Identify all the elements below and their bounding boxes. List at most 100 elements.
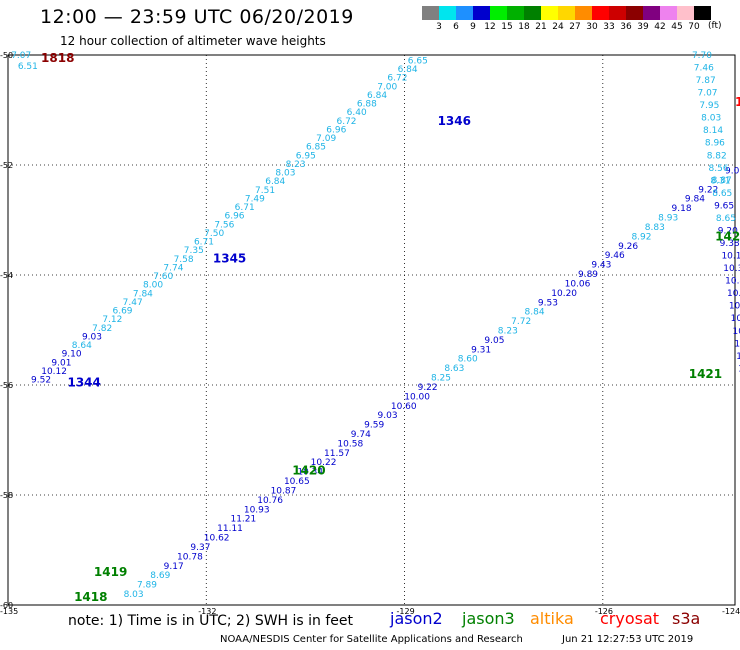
swh-value: 10.40 xyxy=(725,277,740,287)
swh-value: 6.88 xyxy=(357,100,377,110)
swh-value: 9.03 xyxy=(378,411,398,421)
swh-value: 7.87 xyxy=(696,76,716,86)
swh-value: 7.50 xyxy=(204,229,224,239)
swh-value: 7.72 xyxy=(511,317,531,327)
y-tick-label: -60 xyxy=(0,601,13,610)
swh-value: 8.83 xyxy=(645,223,665,233)
swh-value: 10.58 xyxy=(733,327,740,337)
swh-value: 7.07 xyxy=(11,51,31,61)
swh-value: 9.20 xyxy=(718,226,738,236)
swh-value: 6.96 xyxy=(224,212,244,222)
swh-value: 9.38 xyxy=(720,239,740,249)
swh-value: 10.65 xyxy=(284,477,310,487)
swh-value: 6.84 xyxy=(367,91,387,101)
swh-value: 10.58 xyxy=(337,439,363,449)
pass-time-label: 1420 xyxy=(292,463,325,477)
swh-value: 10.76 xyxy=(257,496,283,506)
swh-value: 9.89 xyxy=(578,270,598,280)
swh-value: 9.65 xyxy=(714,201,734,211)
swh-value: 7.35 xyxy=(184,246,204,256)
swh-value: 10.22 xyxy=(311,458,337,468)
timestamp: Jun 21 12:27:53 UTC 2019 xyxy=(562,634,694,645)
color-swatch xyxy=(677,6,694,20)
swh-value: 10.78 xyxy=(177,552,203,562)
swh-value: 7.56 xyxy=(214,220,234,230)
color-swatch-label: 45 xyxy=(671,22,683,32)
color-swatch xyxy=(660,6,677,20)
footer-note: note: 1) Time is in UTC; 2) SWH is in fe… xyxy=(68,613,354,629)
swh-value: 11.11 xyxy=(217,524,243,534)
pass-time-label: 1421 xyxy=(689,367,722,381)
swh-value: 6.71 xyxy=(235,203,255,213)
swh-value: 9.37 xyxy=(190,543,210,553)
swh-value: 8.00 xyxy=(143,281,163,291)
swh-value: 10.18 xyxy=(731,314,740,324)
swh-value: 8.25 xyxy=(431,374,451,384)
swh-value: 8.60 xyxy=(458,355,478,365)
color-swatch-label: 42 xyxy=(654,22,666,32)
swh-value: 7.60 xyxy=(153,272,173,282)
swh-value: 10.06 xyxy=(565,279,591,289)
swh-value: 9.17 xyxy=(164,562,184,572)
swh-value: 7.12 xyxy=(102,315,122,325)
satellite-s3a: s3a xyxy=(672,609,701,628)
swh-value: 11.57 xyxy=(324,449,350,459)
swh-value: 8.23 xyxy=(286,160,306,170)
swh-value: 8.14 xyxy=(703,126,723,136)
swh-value: 7.46 xyxy=(694,64,714,74)
swh-value: 6.72 xyxy=(387,74,407,84)
y-tick-label: -50 xyxy=(0,51,13,60)
swh-value: 6.65 xyxy=(408,57,428,67)
swh-value: 8.64 xyxy=(72,341,92,351)
y-tick-label: -56 xyxy=(0,381,13,390)
swh-value: 11.21 xyxy=(734,339,740,349)
swh-value: 9.74 xyxy=(351,430,371,440)
pass-time-label: 1345 xyxy=(213,252,246,266)
swh-value: 6.72 xyxy=(336,117,356,127)
swh-value: 7.09 xyxy=(316,134,336,144)
x-tick-label: -126 xyxy=(595,607,613,616)
color-swatch xyxy=(592,6,609,20)
swh-value: 8.56 xyxy=(709,164,729,174)
swh-value: 7.51 xyxy=(255,186,275,196)
swh-value: 10.87 xyxy=(271,486,297,496)
credit-line: NOAA/NESDIS Center for Satellite Applica… xyxy=(220,634,523,645)
color-swatch xyxy=(626,6,643,20)
swh-value: 10.93 xyxy=(244,505,270,515)
swh-value: 8.03 xyxy=(701,114,721,124)
swh-value: 10.14 xyxy=(721,252,740,262)
color-swatch xyxy=(524,6,541,20)
swh-value: 10.20 xyxy=(551,289,577,299)
swh-value: 8.92 xyxy=(631,232,651,242)
pass-time-label: 1555 xyxy=(735,95,740,109)
swh-value: 7.07 xyxy=(697,89,717,99)
satellite-jason3: jason3 xyxy=(462,609,515,628)
swh-value: 7.49 xyxy=(245,194,265,204)
swh-value: 9.01 xyxy=(51,358,71,368)
swh-value: 11.21 xyxy=(230,515,256,525)
color-swatch-label: 9 xyxy=(470,22,476,32)
pass-time-label: 1346 xyxy=(438,114,471,128)
swh-value: 9.53 xyxy=(538,298,558,308)
swh-value: 6.85 xyxy=(306,143,326,153)
color-swatch xyxy=(558,6,575,20)
color-swatch xyxy=(541,6,558,20)
swh-value: 10.26 xyxy=(727,289,740,299)
swh-value: 7.47 xyxy=(123,298,143,308)
swh-value: 9.26 xyxy=(618,242,638,252)
swh-value: 6.96 xyxy=(326,125,346,135)
color-swatch xyxy=(694,6,711,20)
color-swatch xyxy=(643,6,660,20)
color-swatch-label: 3 xyxy=(436,22,442,32)
color-swatch-label: 33 xyxy=(603,22,615,32)
swh-value: 7.74 xyxy=(163,263,183,273)
swh-value: 8.87 xyxy=(712,176,732,186)
color-legend-unit: (ft) xyxy=(708,21,722,31)
color-swatch xyxy=(507,6,524,20)
swh-value: 8.23 xyxy=(498,326,518,336)
x-tick-label: -132 xyxy=(198,607,216,616)
swh-value: 7.58 xyxy=(174,255,194,265)
swh-value: 8.65 xyxy=(716,214,736,224)
swh-value: 6.51 xyxy=(18,62,38,72)
